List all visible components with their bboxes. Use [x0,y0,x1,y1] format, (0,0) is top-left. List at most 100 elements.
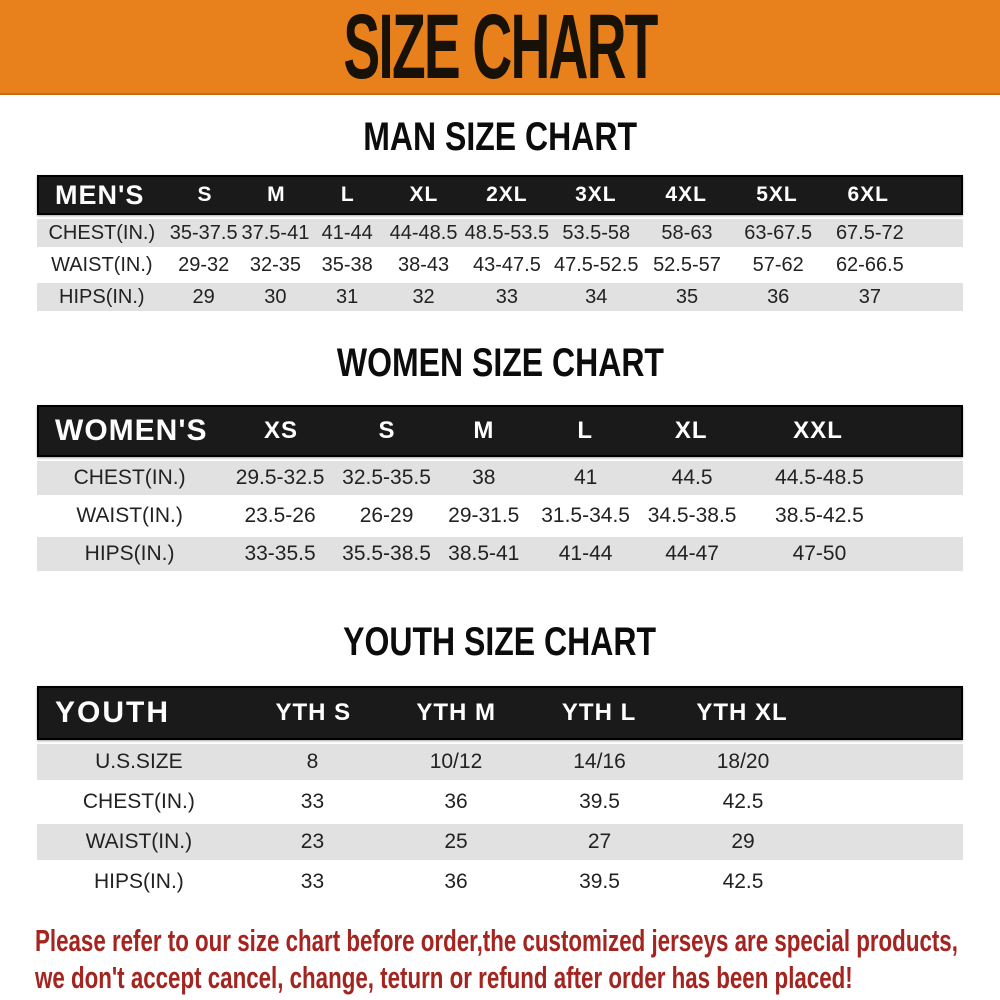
table-header-label: WOMEN'S [55,414,208,447]
size-value-cell: 35 [675,285,699,308]
women-section-title: WOMEN SIZE CHART [336,341,664,385]
footer-notice: Please refer to our size chart before or… [35,922,1000,996]
size-value-cell: 57-62 [752,253,804,276]
size-value-cell: 35.5-38.5 [342,542,431,565]
men-size-table: MEN'S S M L XL 2XL 3XL 4XL 5XL 6XL CHEST(IN.) 35-37… [37,175,963,311]
column-header: YTH XL [696,699,788,726]
youth-section-title: YOUTH SIZE CHART [343,620,657,664]
size-value-cell: 25 [444,830,468,853]
size-value-cell: 18/20 [716,750,770,773]
footer-line-1: Please refer to our size chart before or… [35,923,958,958]
size-value-cell: 38-43 [397,253,450,276]
row-label: HIPS(IN.) [93,870,184,893]
men-section-title: MAN SIZE CHART [363,115,637,159]
size-value-cell: 32-35 [249,253,301,276]
size-value-cell: 62-66.5 [835,253,904,276]
size-value-cell: 41-44 [558,542,613,565]
banner: SIZE CHART [0,0,1000,95]
table-row: HIPS(IN.) 33-35.5 35.5-38.5 38.5-41 41-44 44-… [37,537,963,571]
size-value-cell: 39.5 [579,790,620,813]
women-size-table: WOMEN'S XS S M L XL XXL CHEST(IN.) 29.5-32.5 32.5… [37,405,963,571]
size-value-cell: 44.5 [671,466,713,489]
size-value-cell: 29 [731,830,755,853]
column-header: M [267,183,286,206]
table-header-label: YOUTH [55,696,170,729]
size-value-cell: 29 [192,285,215,308]
table-row: WAIST(IN.) 29-32 32-35 35-38 38-43 43-47.5 47.… [37,251,963,279]
size-value-cell: 26-29 [359,504,414,527]
column-header: M [473,417,495,444]
size-value-cell: 39.5 [579,870,620,893]
row-label: WAIST(IN.) [85,830,193,853]
size-value-cell: 8 [306,750,319,773]
column-header: XXL [793,417,843,444]
table-row: WAIST(IN.) 23 25 27 29 [37,824,963,860]
size-value-cell: 33 [300,870,325,893]
column-header: 4XL [665,183,707,206]
size-value-cell: 23.5-26 [244,504,316,527]
column-header: S [197,183,213,206]
footer-line-2: we don't accept cancel, change, teturn o… [35,960,853,995]
youth-size-table: YOUTH YTH S YTH M YTH L YTH XL U.S.SIZE 8 10/12… [37,686,963,900]
table-header-row: MEN'S S M L XL 2XL 3XL 4XL 5XL 6XL [37,175,963,215]
size-value-cell: 10/12 [429,750,483,773]
row-label: CHEST(IN.) [48,221,156,244]
size-value-cell: 58-63 [661,221,713,244]
size-value-cell: 41-44 [321,221,373,244]
size-value-cell: 35-38 [321,253,373,276]
size-value-cell: 30 [264,285,287,308]
size-value-cell: 37 [858,285,881,308]
column-header: 5XL [756,183,798,206]
size-value-cell: 38.5-41 [448,542,520,565]
size-value-cell: 48.5-53.5 [464,221,550,244]
table-row: CHEST(IN.) 33 36 39.5 42.5 [37,784,963,820]
column-header: XL [674,417,708,444]
size-value-cell: 31 [336,285,359,308]
column-header: 6XL [847,183,889,206]
size-value-cell: 36 [767,285,790,308]
table-header-label: MEN'S [55,179,145,210]
size-value-cell: 44.5-48.5 [775,466,864,489]
table-row: HIPS(IN.) 29 30 31 32 33 34 35 36 37 [37,283,963,311]
row-label: HIPS(IN.) [59,285,145,308]
size-value-cell: 44-47 [665,542,719,565]
column-header: XS [264,417,299,444]
size-value-cell: 43-47.5 [472,253,541,276]
table-header-row: YOUTH YTH S YTH M YTH L YTH XL [37,686,963,740]
size-value-cell: 47-50 [792,542,847,565]
size-value-cell: 32 [412,285,435,308]
column-header: S [378,417,396,444]
size-value-cell: 36 [444,790,468,813]
size-value-cell: 29-31.5 [448,504,520,527]
table-row: CHEST(IN.) 29.5-32.5 32.5-35.5 38 41 44.5 44.5… [37,461,963,495]
column-header: XL [409,183,439,206]
column-header: 2XL [486,183,528,206]
size-value-cell: 38.5-42.5 [775,504,864,527]
size-value-cell: 33 [300,790,325,813]
size-value-cell: 42.5 [722,870,764,893]
size-value-cell: 53.5-58 [562,221,631,244]
size-value-cell: 52.5-57 [653,253,721,276]
row-label: HIPS(IN.) [84,542,175,565]
size-value-cell: 29.5-32.5 [235,466,325,489]
size-value-cell: 42.5 [722,790,764,813]
size-value-cell: 38 [472,466,496,489]
row-label: U.S.SIZE [95,750,183,773]
page-title: SIZE CHART [343,0,658,98]
column-header: L [340,183,355,206]
table-row: HIPS(IN.) 33 36 39.5 42.5 [37,864,963,900]
size-value-cell: 14/16 [573,750,626,773]
row-label: WAIST(IN.) [51,253,153,276]
size-value-cell: 35-37.5 [169,221,238,244]
row-label: CHEST(IN.) [73,466,186,489]
size-value-cell: 41 [573,466,598,489]
size-value-cell: 36 [444,870,468,893]
size-value-cell: 37.5-41 [241,221,310,244]
table-row: WAIST(IN.) 23.5-26 26-29 29-31.5 31.5-34.5 34… [37,499,963,533]
column-header: YTH L [561,699,637,726]
size-value-cell: 32.5-35.5 [342,466,431,489]
column-header: L [577,417,594,444]
size-value-cell: 33-35.5 [244,542,316,565]
size-value-cell: 34.5-38.5 [647,504,737,527]
